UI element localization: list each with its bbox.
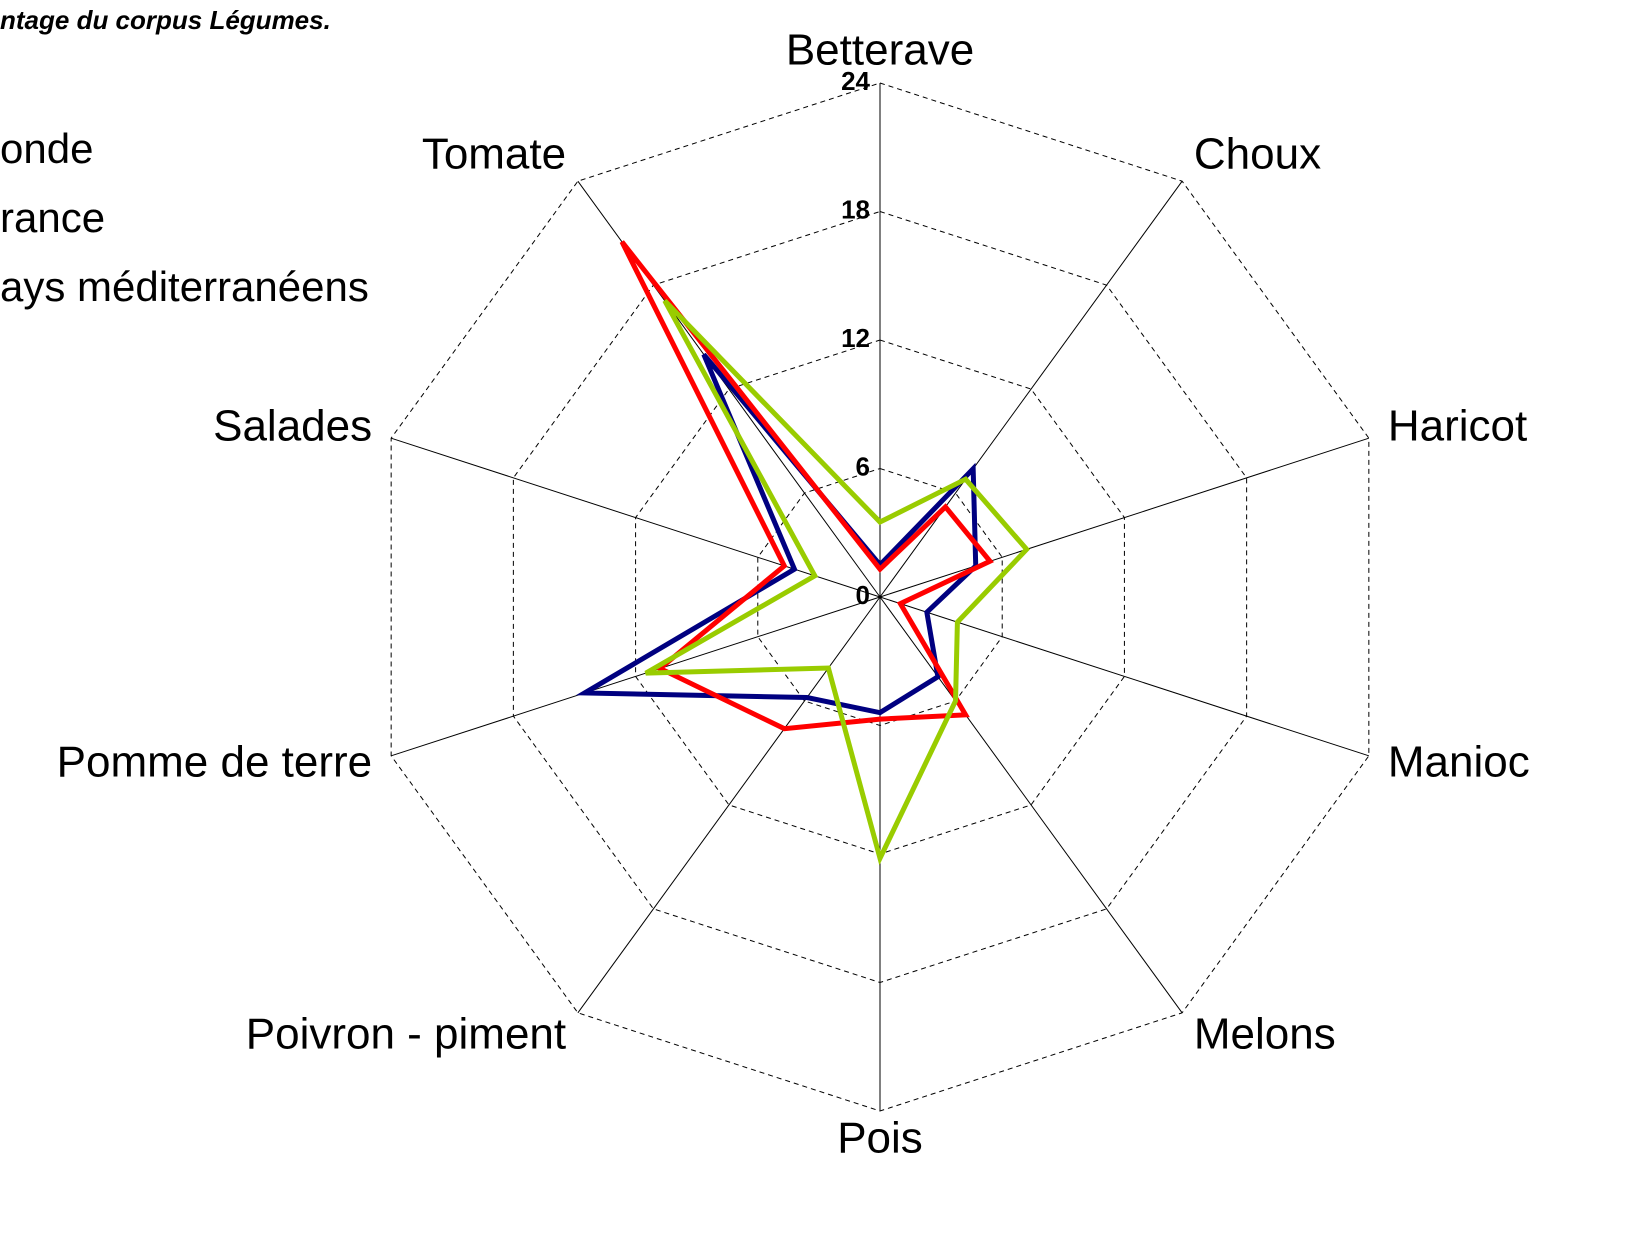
tick-label: 0 (856, 580, 870, 610)
series-line (619, 240, 994, 732)
category-label: Manioc (1388, 738, 1530, 787)
axis-line (577, 596, 881, 1014)
tick-label: 18 (841, 194, 870, 224)
legend-label: ays méditerranéens (0, 263, 369, 310)
category-label: Poivron - piment (246, 1010, 566, 1059)
category-label: Salades (213, 402, 372, 451)
legend-label: rance (0, 194, 105, 241)
category-label: Haricot (1388, 402, 1527, 451)
legend-label: onde (0, 125, 93, 172)
category-label: Betterave (786, 26, 974, 75)
axis-line (879, 437, 1369, 598)
category-label: Tomate (422, 130, 566, 179)
series-line (575, 352, 979, 716)
chart-title: ntage du corpus Légumes. (0, 5, 331, 35)
axis-line (879, 596, 1183, 1014)
axis-line (879, 596, 1369, 757)
axis-line (391, 596, 881, 757)
category-label: Pomme de terre (57, 738, 372, 787)
tick-label: 12 (841, 323, 870, 353)
axis-line (391, 437, 881, 598)
category-label: Pois (837, 1114, 923, 1163)
axis-line (879, 180, 1183, 598)
tick-label: 6 (856, 451, 870, 481)
category-label: Melons (1194, 1010, 1336, 1059)
series-line (644, 298, 1031, 866)
category-label: Choux (1194, 130, 1321, 179)
tick-label: 24 (841, 66, 870, 96)
